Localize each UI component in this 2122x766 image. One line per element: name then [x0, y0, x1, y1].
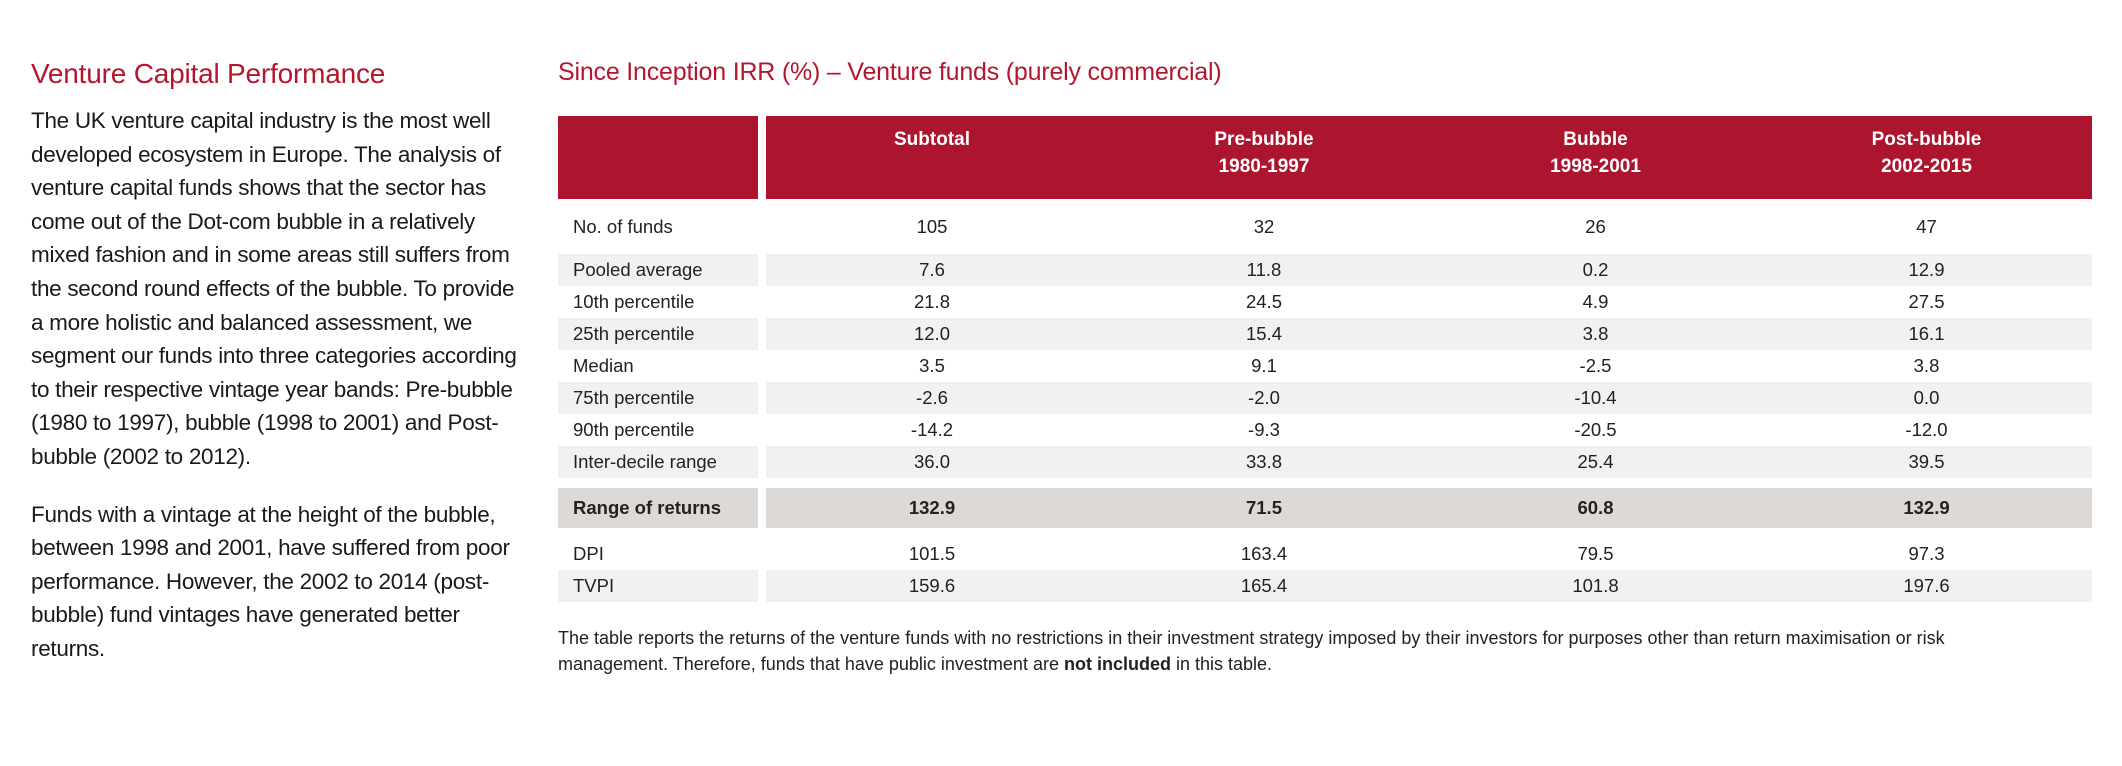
cell: -12.0: [1905, 419, 1948, 440]
cell: 36.0: [766, 446, 1098, 478]
row-label: 25th percentile: [558, 318, 766, 350]
table-title: Since Inception IRR (%) – Venture funds …: [558, 58, 1222, 86]
cell: 47: [1916, 215, 1937, 237]
table-row-dpi: DPI 101.5 163.4 79.5 97.3: [558, 538, 2092, 570]
header-bubble: Bubble 1998-2001: [1430, 116, 1761, 199]
cell: 101.8: [1430, 570, 1761, 602]
table-row-25th-percentile: 25th percentile 12.0 15.4 3.8 16.1: [558, 318, 2092, 350]
cell: -14.2: [910, 419, 954, 440]
cell: -10.4: [1430, 382, 1761, 414]
cell: 101.5: [908, 543, 956, 564]
cell: 25.4: [1430, 446, 1761, 478]
row-label: No. of funds: [558, 199, 766, 254]
cell: 0.0: [1761, 382, 2092, 414]
cell: -2.5: [1579, 355, 1612, 376]
irr-table: Subtotal Pre-bubble 1980-1997 Bubble 1998-…: [558, 116, 2092, 602]
cell: 3.5: [919, 355, 945, 376]
row-label: 10th percentile: [558, 286, 766, 318]
intro-paragraph-2: Funds with a vintage at the height of th…: [31, 501, 510, 661]
table-section: Since Inception IRR (%) – Venture funds …: [558, 58, 2092, 677]
cell: 21.8: [913, 291, 950, 312]
table-header-row: Subtotal Pre-bubble 1980-1997 Bubble 1998-…: [558, 116, 2092, 199]
cell: 9.1: [1251, 355, 1277, 376]
cell: 3.8: [1913, 355, 1940, 376]
header-pre-bubble: Pre-bubble 1980-1997: [1098, 116, 1430, 199]
cell: 11.8: [1098, 254, 1430, 286]
section-title: Venture Capital Performance: [31, 58, 386, 89]
cell: 163.4: [1240, 543, 1288, 564]
row-label: 90th percentile: [558, 414, 766, 446]
cell: 197.6: [1761, 570, 2092, 602]
cell: 24.5: [1245, 291, 1282, 312]
row-label: Median: [558, 350, 766, 382]
cell: 32: [1253, 215, 1275, 237]
table-row-10th-percentile: 10th percentile 21.8 24.5 4.9 27.5: [558, 286, 2092, 318]
cell: 132.9: [766, 488, 1098, 528]
table-row-pooled-average: Pooled average 7.6 11.8 0.2 12.9: [558, 254, 2092, 286]
cell: 16.1: [1761, 318, 2092, 350]
cell: -9.3: [1248, 419, 1280, 440]
cell: -2.6: [766, 382, 1098, 414]
table-row-inter-decile-range: Inter-decile range 36.0 33.8 25.4 39.5: [558, 446, 2092, 478]
table-footnote: The table reports the returns of the ven…: [558, 628, 1945, 674]
header-post-bubble: Post-bubble 2002-2015: [1761, 116, 2092, 199]
row-label: TVPI: [558, 570, 766, 602]
row-label: Range of returns: [558, 488, 766, 528]
cell: 7.6: [766, 254, 1098, 286]
header-blank-cell: [558, 116, 766, 199]
row-label: 75th percentile: [558, 382, 766, 414]
cell: 12.0: [766, 318, 1098, 350]
cell: 33.8: [1098, 446, 1430, 478]
cell: 79.5: [1577, 543, 1614, 564]
table-row-90th-percentile: 90th percentile -14.2 -9.3 -20.5 -12.0: [558, 414, 2092, 446]
cell: 4.9: [1582, 291, 1609, 312]
table-row-tvpi: TVPI 159.6 165.4 101.8 197.6: [558, 570, 2092, 602]
row-label: Inter-decile range: [558, 446, 766, 478]
cell: 39.5: [1761, 446, 2092, 478]
cell: 105: [916, 215, 948, 237]
cell: 27.5: [1908, 291, 1945, 312]
table-row-75th-percentile: 75th percentile -2.6 -2.0 -10.4 0.0: [558, 382, 2092, 414]
cell: 60.8: [1430, 488, 1761, 528]
cell: -2.0: [1098, 382, 1430, 414]
cell: 3.8: [1430, 318, 1761, 350]
table-spacer: [558, 478, 2092, 488]
intro-column: Venture Capital Performance The UK ventu…: [31, 58, 521, 690]
row-label: DPI: [558, 538, 766, 570]
table-row-funds: No. of funds 105 32 26 47: [558, 199, 2092, 254]
cell: 0.2: [1430, 254, 1761, 286]
cell: 15.4: [1098, 318, 1430, 350]
table-row-median: Median 3.5 9.1 -2.5 3.8: [558, 350, 2092, 382]
cell: 165.4: [1098, 570, 1430, 602]
table-row-range-of-returns: Range of returns 132.9 71.5 60.8 132.9: [558, 488, 2092, 528]
intro-paragraph-1: The UK venture capital industry is the m…: [31, 108, 517, 469]
cell: 159.6: [766, 570, 1098, 602]
cell: 71.5: [1098, 488, 1430, 528]
footnote-emphasis: not included: [1063, 654, 1171, 674]
table-spacer: [558, 528, 2092, 538]
cell: 132.9: [1761, 488, 2092, 528]
cell: 26: [1585, 215, 1606, 237]
cell: -20.5: [1574, 419, 1617, 440]
header-subtotal: Subtotal: [766, 116, 1098, 199]
cell: 97.3: [1908, 543, 1945, 564]
row-label: Pooled average: [558, 254, 766, 286]
cell: 12.9: [1761, 254, 2092, 286]
